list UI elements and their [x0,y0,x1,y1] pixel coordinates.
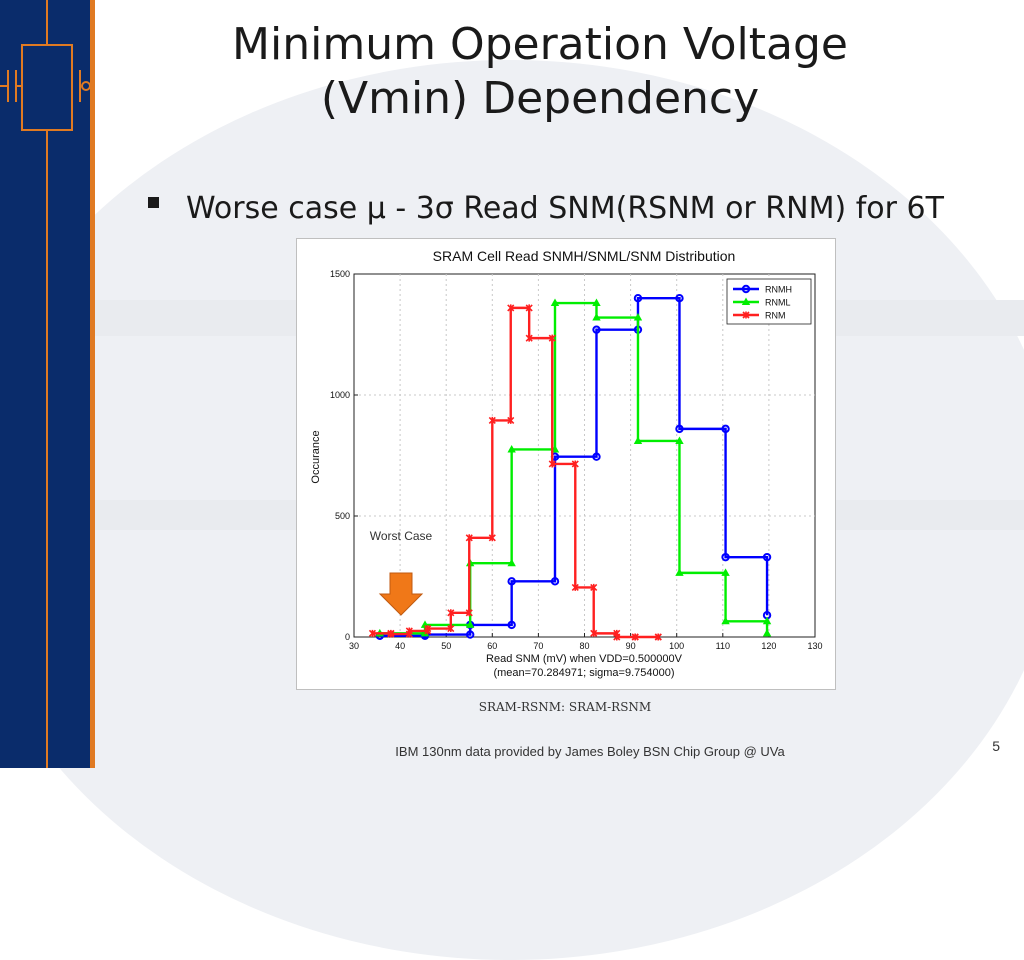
legend-label: RNM [765,311,786,321]
x-tick-label: 120 [761,641,776,651]
chart-xlabel-stats: (mean=70.284971; sigma=9.754000) [493,667,674,679]
series-rnmh [375,294,772,640]
data-point-triangle [675,436,684,444]
x-tick-label: 30 [349,641,359,651]
title-line-2: (Vmin) Dependency [320,73,760,124]
x-tick-label: 70 [533,641,543,651]
title-line-1: Minimum Operation Voltage [232,19,848,70]
data-point-star [548,334,556,342]
worst-case-label: Worst Case [370,529,433,543]
data-point-star [368,629,377,637]
data-point-triangle [507,558,516,567]
sidebar-accent-stripe [90,0,95,768]
legend-label: RNML [765,298,791,308]
snm-distribution-chart: SRAM Cell Read SNMH/SNML/SNM Distributio… [310,248,823,679]
data-point-star [507,304,515,312]
data-point-star [613,633,621,641]
data-point-triangle [762,616,772,625]
x-tick-label: 60 [487,641,497,651]
data-point-circle [675,424,684,434]
data-point-triangle [592,313,601,321]
data-point-circle [721,424,730,434]
data-point-star [447,624,455,633]
data-point-star [465,609,473,617]
data-point-triangle [550,298,560,307]
figure-caption: SRAM-RSNM: SRAM-RSNM [478,700,652,714]
data-point-star [742,311,750,319]
data-point-star [548,460,556,468]
data-point-triangle [721,568,730,576]
slide-title: Minimum Operation Voltage (Vmin) Depende… [130,18,950,126]
transistor-logo-icon [0,0,95,768]
data-point-star [590,583,598,591]
data-point-star [387,630,395,638]
data-point-star [525,304,533,312]
x-tick-label: 50 [441,641,451,651]
data-point-triangle [633,436,643,444]
x-tick-label: 90 [626,641,636,651]
data-point-star [590,629,598,637]
data-point-triangle [507,444,516,453]
series-rnm [368,304,662,641]
page-number: 5 [992,738,1000,754]
data-point-circle [465,630,475,639]
worst-case-arrow-icon [378,572,424,616]
data-point-triangle [741,297,751,305]
data-point-circle [507,577,516,586]
data-point-circle [721,552,730,562]
data-point-circle [675,294,684,303]
x-tick-label: 40 [395,641,405,651]
footer-credit: IBM 130nm data provided by James Boley B… [395,744,785,759]
data-point-star [525,334,533,342]
data-point-circle [592,325,601,334]
data-point-triangle [721,616,730,625]
y-tick-label: 1000 [330,390,350,400]
data-point-circle [592,452,601,461]
chart-xlabel: Read SNM (mV) when VDD=0.500000V [486,653,683,665]
data-point-star [654,633,662,641]
data-point-circle [633,294,643,303]
y-tick-label: 500 [335,511,350,521]
data-point-circle [762,552,772,562]
x-tick-label: 80 [579,641,589,651]
data-point-circle [741,284,751,294]
chart-ylabel: Occurance [310,430,322,483]
data-point-star [424,624,432,633]
data-point-star [488,416,496,424]
data-point-star [571,583,579,591]
data-point-star [488,534,496,542]
series-line [379,297,769,637]
data-point-triangle [675,568,684,576]
data-point-star [631,633,639,641]
data-point-triangle [633,313,643,321]
x-tick-label: 130 [807,641,822,651]
bullet-square-icon [148,197,159,208]
legend-label: RNMH [765,285,792,295]
bullet-text: Worse case µ - 3σ Read SNM(RSNM or RNM) … [186,191,944,226]
chart-title: SRAM Cell Read SNMH/SNML/SNM Distributio… [433,248,736,264]
chart-figure: SRAM Cell Read SNMH/SNML/SNM Distributio… [296,238,836,690]
data-point-circle [507,620,516,630]
data-point-star [571,460,579,468]
data-point-circle [550,577,560,586]
data-point-star [507,416,515,424]
data-point-triangle [465,620,475,628]
y-tick-label: 0 [345,632,350,642]
data-point-triangle [592,298,601,307]
x-tick-label: 100 [669,641,684,651]
x-tick-label: 110 [716,641,730,651]
data-point-star [405,627,413,635]
data-point-triangle [762,628,772,637]
data-point-star [465,534,473,542]
sidebar [0,0,95,768]
y-tick-label: 1500 [330,269,350,279]
data-point-star [447,609,455,617]
